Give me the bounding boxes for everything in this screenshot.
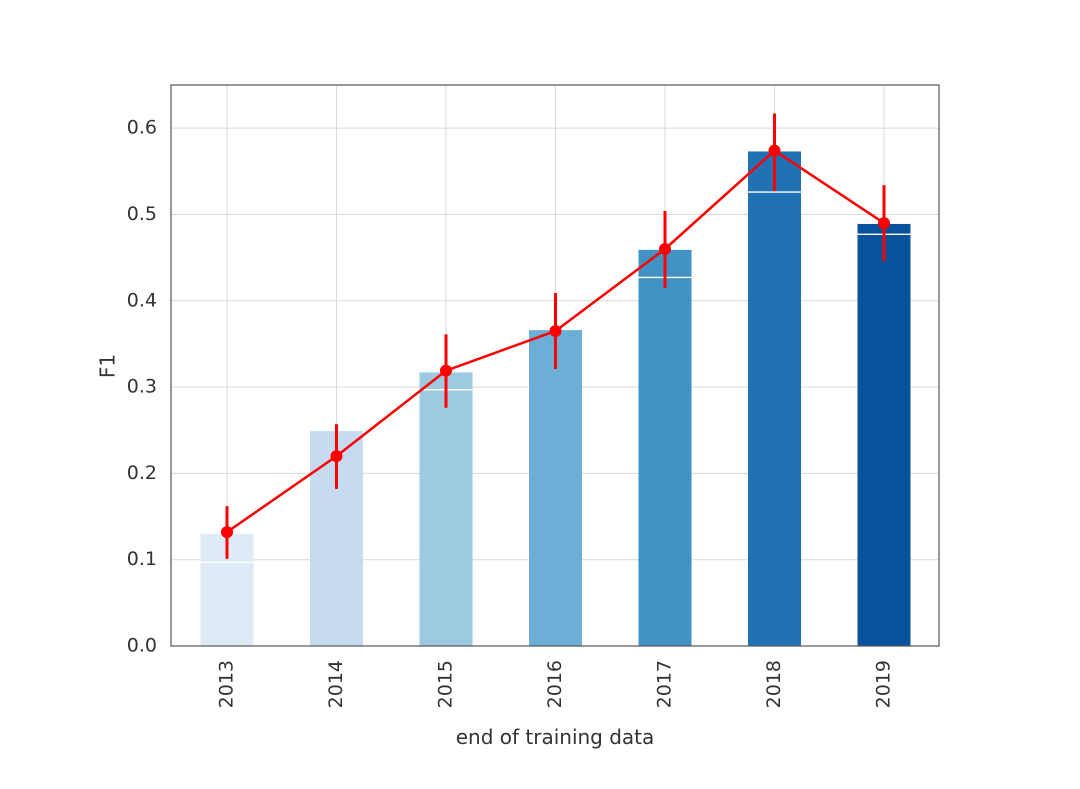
- bar: [529, 330, 582, 646]
- y-tick-label: 0.1: [127, 548, 157, 570]
- bar: [419, 372, 473, 646]
- x-ticks: 2013 2014 2015 2016 2017 2018 2019: [216, 660, 895, 708]
- y-tick-label: 0.4: [127, 289, 157, 311]
- y-axis-label: F1: [96, 354, 120, 378]
- x-tick-label: 2015: [435, 660, 457, 708]
- x-tick-label: 2016: [544, 660, 566, 708]
- data-point: [878, 217, 890, 230]
- data-point: [330, 450, 343, 463]
- bar: [638, 249, 692, 646]
- y-tick-label: 0.2: [127, 462, 157, 484]
- plot-frame: [170, 84, 940, 647]
- x-axis-label: end of training data: [456, 725, 655, 749]
- bar: [748, 151, 801, 647]
- data-point: [221, 526, 233, 539]
- data-point: [659, 242, 671, 255]
- y-tick-label: 0.6: [127, 117, 157, 139]
- data-point: [440, 364, 452, 377]
- x-tick-label: 2014: [325, 660, 347, 708]
- y-ticks: 0.0 0.1 0.2 0.3 0.4 0.5 0.6: [127, 117, 157, 657]
- points: [221, 144, 890, 539]
- bar: [857, 223, 911, 646]
- x-tick-label: 2017: [654, 660, 676, 708]
- data-point: [549, 324, 562, 337]
- x-tick-label: 2018: [763, 660, 785, 708]
- y-tick-label: 0.0: [127, 635, 157, 657]
- x-tick-label: 2019: [873, 660, 895, 708]
- y-tick-label: 0.5: [127, 203, 157, 225]
- y-tick-label: 0.3: [127, 376, 157, 398]
- data-point: [768, 144, 781, 157]
- x-tick-label: 2013: [216, 660, 238, 708]
- bars: [200, 151, 911, 647]
